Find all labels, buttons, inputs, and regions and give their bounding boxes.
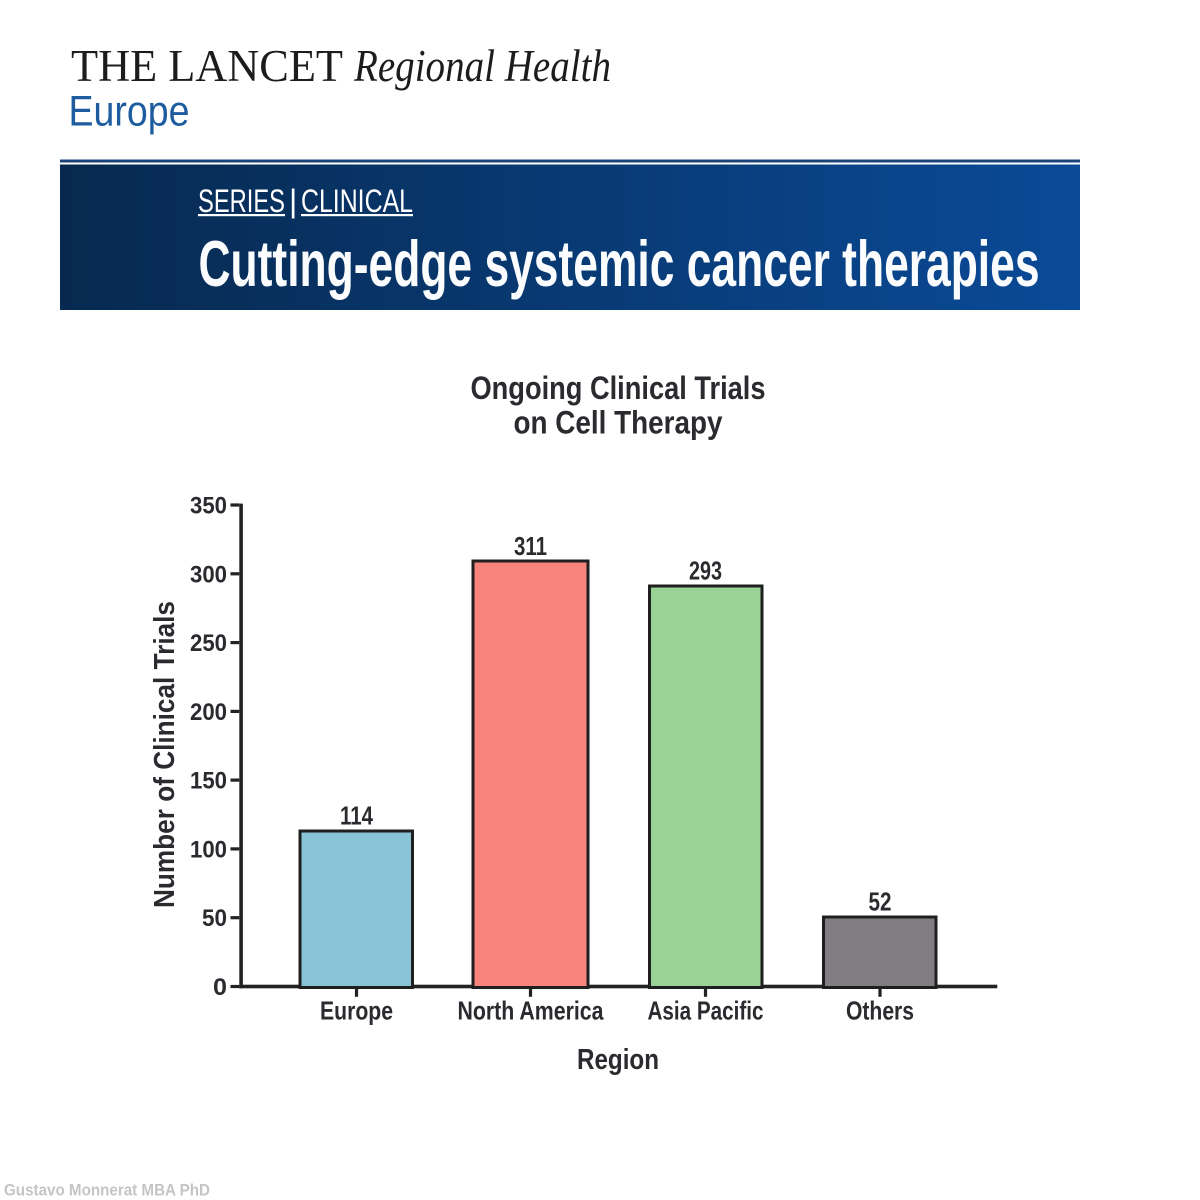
svg-text:Cutting-edge systemic cancer t: Cutting-edge systemic cancer therapies [199, 227, 1040, 300]
svg-text:293: 293 [689, 558, 722, 586]
svg-text:350: 350 [190, 493, 227, 520]
svg-text:Number of Clinical Trials: Number of Clinical Trials [149, 601, 181, 908]
svg-text:SERIES: SERIES [198, 183, 285, 219]
svg-text:200: 200 [190, 699, 227, 726]
svg-text:Others: Others [846, 996, 914, 1026]
svg-text:CLINICAL: CLINICAL [301, 183, 413, 219]
svg-text:50: 50 [202, 905, 227, 932]
svg-text:150: 150 [190, 768, 227, 795]
svg-text:52: 52 [869, 889, 892, 917]
svg-text:|: | [289, 183, 297, 219]
svg-text:Regional Health: Regional Health [353, 41, 611, 91]
svg-text:Europe: Europe [320, 996, 393, 1026]
svg-text:Europe: Europe [69, 89, 190, 136]
svg-text:300: 300 [190, 561, 227, 588]
svg-text:250: 250 [190, 630, 227, 657]
svg-text:North America: North America [458, 996, 604, 1026]
svg-text:0: 0 [213, 974, 227, 1001]
svg-text:311: 311 [514, 533, 547, 561]
svg-text:THE LANCET: THE LANCET [71, 41, 343, 91]
svg-text:114: 114 [340, 803, 374, 831]
svg-text:100: 100 [190, 836, 227, 863]
svg-text:Asia Pacific: Asia Pacific [648, 996, 764, 1026]
svg-text:Region: Region [577, 1044, 659, 1076]
svg-text:Ongoing Clinical Trials: Ongoing Clinical Trials [471, 370, 766, 406]
svg-text:on Cell Therapy: on Cell Therapy [514, 405, 723, 441]
svg-text:Gustavo Monnerat MBA PhD: Gustavo Monnerat MBA PhD [4, 1182, 210, 1200]
